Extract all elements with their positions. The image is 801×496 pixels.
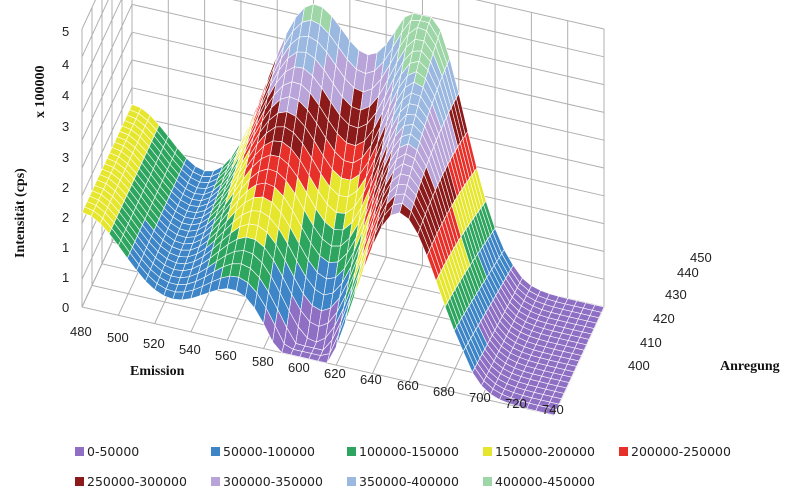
legend-item: 200000-250000 xyxy=(619,444,755,459)
legend-swatch xyxy=(75,476,84,486)
grid-line xyxy=(81,31,133,141)
x-tick: 640 xyxy=(360,372,382,387)
grid-line xyxy=(81,87,133,197)
legend-label: 0-50000 xyxy=(87,443,140,459)
x-tick: 540 xyxy=(179,342,201,357)
grid-line xyxy=(81,0,122,85)
legend-label: 300000-350000 xyxy=(223,473,323,489)
y-axis-ticks: 0 1 1 2 2 3 3 4 4 5 xyxy=(62,24,69,315)
grid-line xyxy=(81,59,133,169)
x-tick: 500 xyxy=(107,330,129,345)
y-tick: 2 xyxy=(62,210,69,225)
z-axis-ticks: 400 410 420 430 440 450 xyxy=(628,250,712,373)
y-tick: 1 xyxy=(62,270,69,285)
grid-line xyxy=(475,0,605,30)
legend-swatch xyxy=(211,446,220,456)
legend-label: 50000-100000 xyxy=(223,443,315,459)
z-axis-title: Anregung xyxy=(720,359,780,374)
x-tick: 660 xyxy=(397,378,419,393)
x-axis-ticks: 480 500 520 540 560 580 600 620 640 660 … xyxy=(70,324,564,417)
legend-swatch xyxy=(75,446,84,456)
surface-patch xyxy=(544,407,557,416)
grid-line xyxy=(232,0,605,86)
z-tick: 430 xyxy=(665,287,687,302)
legend-swatch xyxy=(619,446,628,456)
x-tick: 520 xyxy=(143,336,165,351)
legend-swatch xyxy=(211,476,220,486)
x-tick: 620 xyxy=(324,366,346,381)
legend: 0-50000 50000-100000 100000-150000 15000… xyxy=(75,436,775,496)
y-axis-title: Intensität (cps) xyxy=(13,168,28,258)
grid-line xyxy=(335,256,387,366)
y-tick: 0 xyxy=(62,300,69,315)
legend-item: 300000-350000 xyxy=(211,474,347,489)
x-tick: 560 xyxy=(215,348,237,363)
y-tick: 4 xyxy=(62,57,69,72)
z-tick: 440 xyxy=(677,265,699,280)
z-tick: 420 xyxy=(653,311,675,326)
legend-item: 150000-200000 xyxy=(483,444,619,459)
x-axis-title: Emission xyxy=(130,364,185,379)
y-tick: 1 xyxy=(62,240,69,255)
legend-label: 400000-450000 xyxy=(495,473,595,489)
legend-item: 50000-100000 xyxy=(211,444,347,459)
grid-line xyxy=(81,4,133,113)
y-tick: 2 xyxy=(62,180,69,195)
z-tick: 450 xyxy=(690,250,712,265)
grid-line xyxy=(372,265,423,374)
x-tick: 480 xyxy=(70,324,92,339)
x-tick: 680 xyxy=(433,384,455,399)
legend-item: 250000-300000 xyxy=(75,474,211,489)
legend-label: 100000-150000 xyxy=(359,443,459,459)
legend-swatch xyxy=(347,446,356,456)
legend-label: 150000-200000 xyxy=(495,443,595,459)
z-tick: 400 xyxy=(628,358,650,373)
z-tick: 410 xyxy=(640,335,662,350)
legend-item: 100000-150000 xyxy=(347,444,483,459)
legend-row: 250000-300000 300000-350000 350000-40000… xyxy=(75,466,775,496)
legend-label: 200000-250000 xyxy=(631,443,731,459)
legend-item: 0-50000 xyxy=(75,444,211,459)
x-tick: 720 xyxy=(505,396,527,411)
grid-line xyxy=(81,0,109,58)
y-tick: 3 xyxy=(62,119,69,134)
legend-label: 250000-300000 xyxy=(87,473,187,489)
y-tick: 4 xyxy=(62,88,69,103)
x-tick: 700 xyxy=(469,390,491,405)
y-axis-multiplier: x 100000 xyxy=(33,66,48,119)
legend-row: 0-50000 50000-100000 100000-150000 15000… xyxy=(75,436,775,466)
grid-line xyxy=(353,0,605,58)
legend-item: 400000-450000 xyxy=(483,474,619,489)
legend-label: 350000-400000 xyxy=(359,473,459,489)
legend-swatch xyxy=(483,446,492,456)
legend-item: 350000-400000 xyxy=(347,474,483,489)
surface-plot xyxy=(81,3,605,416)
x-tick: 600 xyxy=(288,360,310,375)
x-tick: 580 xyxy=(252,354,274,369)
grid-line xyxy=(81,0,96,30)
x-tick: 740 xyxy=(542,402,564,417)
legend-swatch xyxy=(483,476,492,486)
y-tick: 5 xyxy=(62,24,69,39)
y-tick: 3 xyxy=(62,150,69,165)
legend-swatch xyxy=(347,476,356,486)
